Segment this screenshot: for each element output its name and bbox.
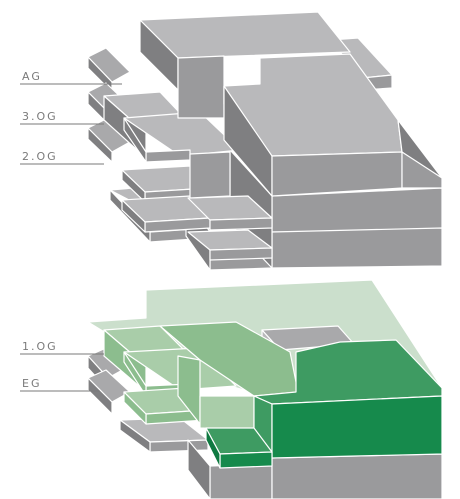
- lower-building-stack: [88, 280, 442, 499]
- floor-label-1og-text: 1.OG: [22, 340, 58, 353]
- floor-label-1og: 1.OG: [20, 340, 104, 354]
- floor-label-3og: 3.OG: [20, 110, 104, 124]
- floor-label-2og: 2.OG: [20, 150, 104, 164]
- floor-label-eg-text: EG: [22, 377, 41, 390]
- floor-label-3og-text: 3.OG: [22, 110, 58, 123]
- floor-label-2og-text: 2.OG: [22, 150, 58, 163]
- floor-label-ag-text: AG: [22, 70, 42, 83]
- upper-building-stack: [88, 12, 442, 270]
